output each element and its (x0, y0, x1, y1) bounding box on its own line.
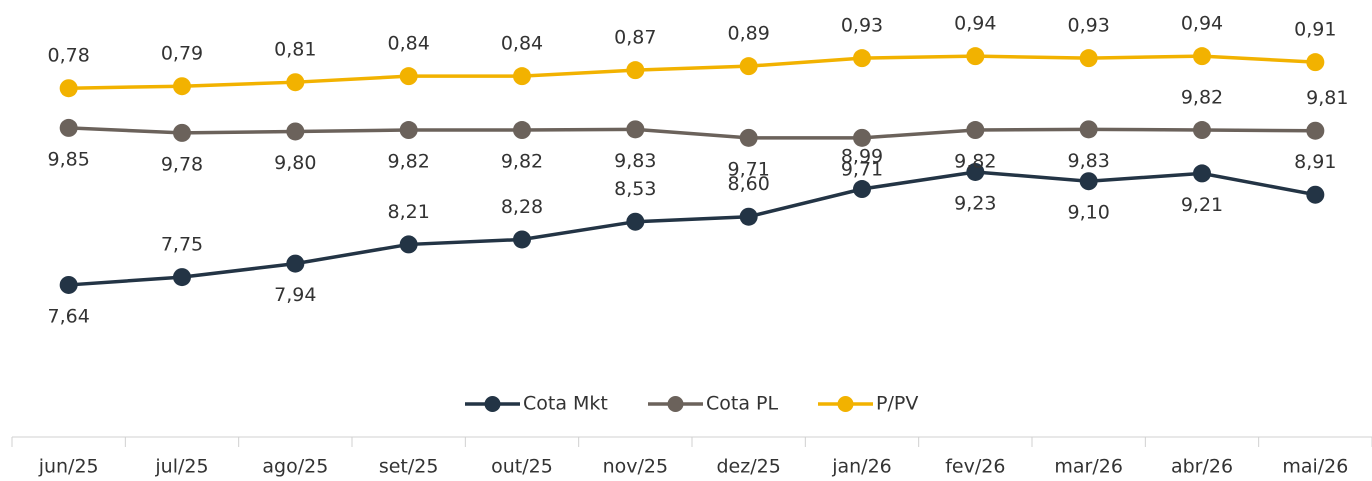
point (513, 121, 531, 140)
data-label: 7,64 (48, 305, 90, 327)
point (1193, 47, 1211, 66)
point (1306, 53, 1325, 72)
x-tick-label: set/25 (379, 456, 439, 478)
point (59, 118, 78, 137)
x-tick-label: fev/26 (945, 456, 1005, 478)
point (1193, 121, 1211, 140)
data-label: 0,87 (614, 27, 656, 49)
point (399, 235, 418, 254)
data-label: 9,71 (841, 158, 883, 180)
x-tick-label: jan/26 (831, 456, 892, 478)
point (173, 123, 191, 142)
point (853, 180, 871, 199)
point (399, 121, 418, 140)
data-label: 8,53 (614, 178, 656, 200)
point (1306, 185, 1325, 204)
point (1079, 49, 1098, 68)
x-tick-label: ago/25 (262, 456, 328, 478)
data-label: 7,75 (161, 234, 203, 256)
data-label: 0,94 (1181, 13, 1223, 35)
point (399, 67, 418, 86)
data-label: 8,60 (728, 173, 770, 195)
point (853, 49, 871, 68)
data-label: 0,81 (274, 39, 316, 61)
x-tick-label: out/25 (491, 456, 553, 478)
point (739, 57, 758, 76)
x-tick-label: jun/25 (38, 456, 99, 478)
point (1193, 164, 1211, 183)
data-label: 9,80 (274, 152, 316, 174)
series-line (68, 54, 1316, 90)
point (739, 128, 758, 147)
data-label: 9,10 (1068, 202, 1110, 224)
point (626, 61, 645, 80)
point (1079, 120, 1098, 139)
point (626, 120, 645, 139)
x-tick-label: dez/25 (717, 456, 781, 478)
data-label: 0,79 (161, 43, 203, 65)
data-label: 8,21 (388, 201, 430, 223)
x-tick-label: mai/26 (1282, 456, 1348, 478)
x-tick-label: mar/26 (1054, 456, 1123, 478)
legend-marker (484, 396, 501, 412)
data-label: 9,23 (954, 192, 996, 214)
series-line (68, 126, 1316, 140)
data-label: 9,82 (954, 151, 996, 173)
point (173, 268, 191, 287)
point (626, 212, 645, 231)
data-label: 0,91 (1294, 19, 1336, 41)
legend-label: Cota Mkt (523, 393, 608, 415)
data-label: 8,99 (841, 146, 883, 168)
data-label: 7,94 (274, 284, 316, 306)
x-tick-label: abr/26 (1171, 456, 1233, 478)
legend-label: P/PV (876, 393, 918, 415)
point (286, 254, 305, 273)
data-label: 0,94 (954, 13, 996, 35)
point (286, 122, 305, 141)
data-label: 0,78 (48, 45, 90, 67)
point (739, 207, 758, 226)
point (966, 162, 985, 181)
point (1306, 121, 1325, 140)
point (59, 275, 78, 294)
point (853, 128, 871, 147)
point (59, 79, 78, 98)
data-label: 9,82 (1181, 87, 1223, 109)
x-tick-label: jul/25 (154, 456, 208, 478)
data-label: 9,83 (1068, 150, 1110, 172)
data-label: 9,78 (161, 153, 203, 175)
point (513, 230, 531, 249)
data-label: 9,82 (388, 151, 430, 173)
data-label: 0,89 (728, 23, 770, 45)
data-label: 9,83 (614, 150, 656, 172)
legend-marker (837, 396, 854, 412)
point (966, 47, 985, 66)
point (286, 73, 305, 92)
data-label: 9,21 (1181, 194, 1223, 216)
point (173, 77, 191, 96)
data-label: 9,81 (1306, 87, 1348, 109)
data-label: 8,91 (1294, 151, 1336, 173)
data-label: 9,82 (501, 151, 543, 173)
data-label: 8,28 (501, 196, 543, 218)
point (1079, 172, 1098, 191)
data-label: 0,93 (841, 15, 883, 37)
x-tick-label: nov/25 (603, 456, 669, 478)
data-label: 9,71 (728, 158, 770, 180)
data-label: 0,84 (501, 33, 543, 55)
series-line (68, 170, 1316, 287)
legend-marker (667, 396, 684, 412)
data-label: 0,84 (388, 33, 430, 55)
data-label: 9,85 (48, 148, 90, 170)
point (966, 121, 985, 140)
data-label: 0,93 (1068, 15, 1110, 37)
legend-label: Cota PL (706, 393, 778, 415)
point (513, 67, 531, 86)
